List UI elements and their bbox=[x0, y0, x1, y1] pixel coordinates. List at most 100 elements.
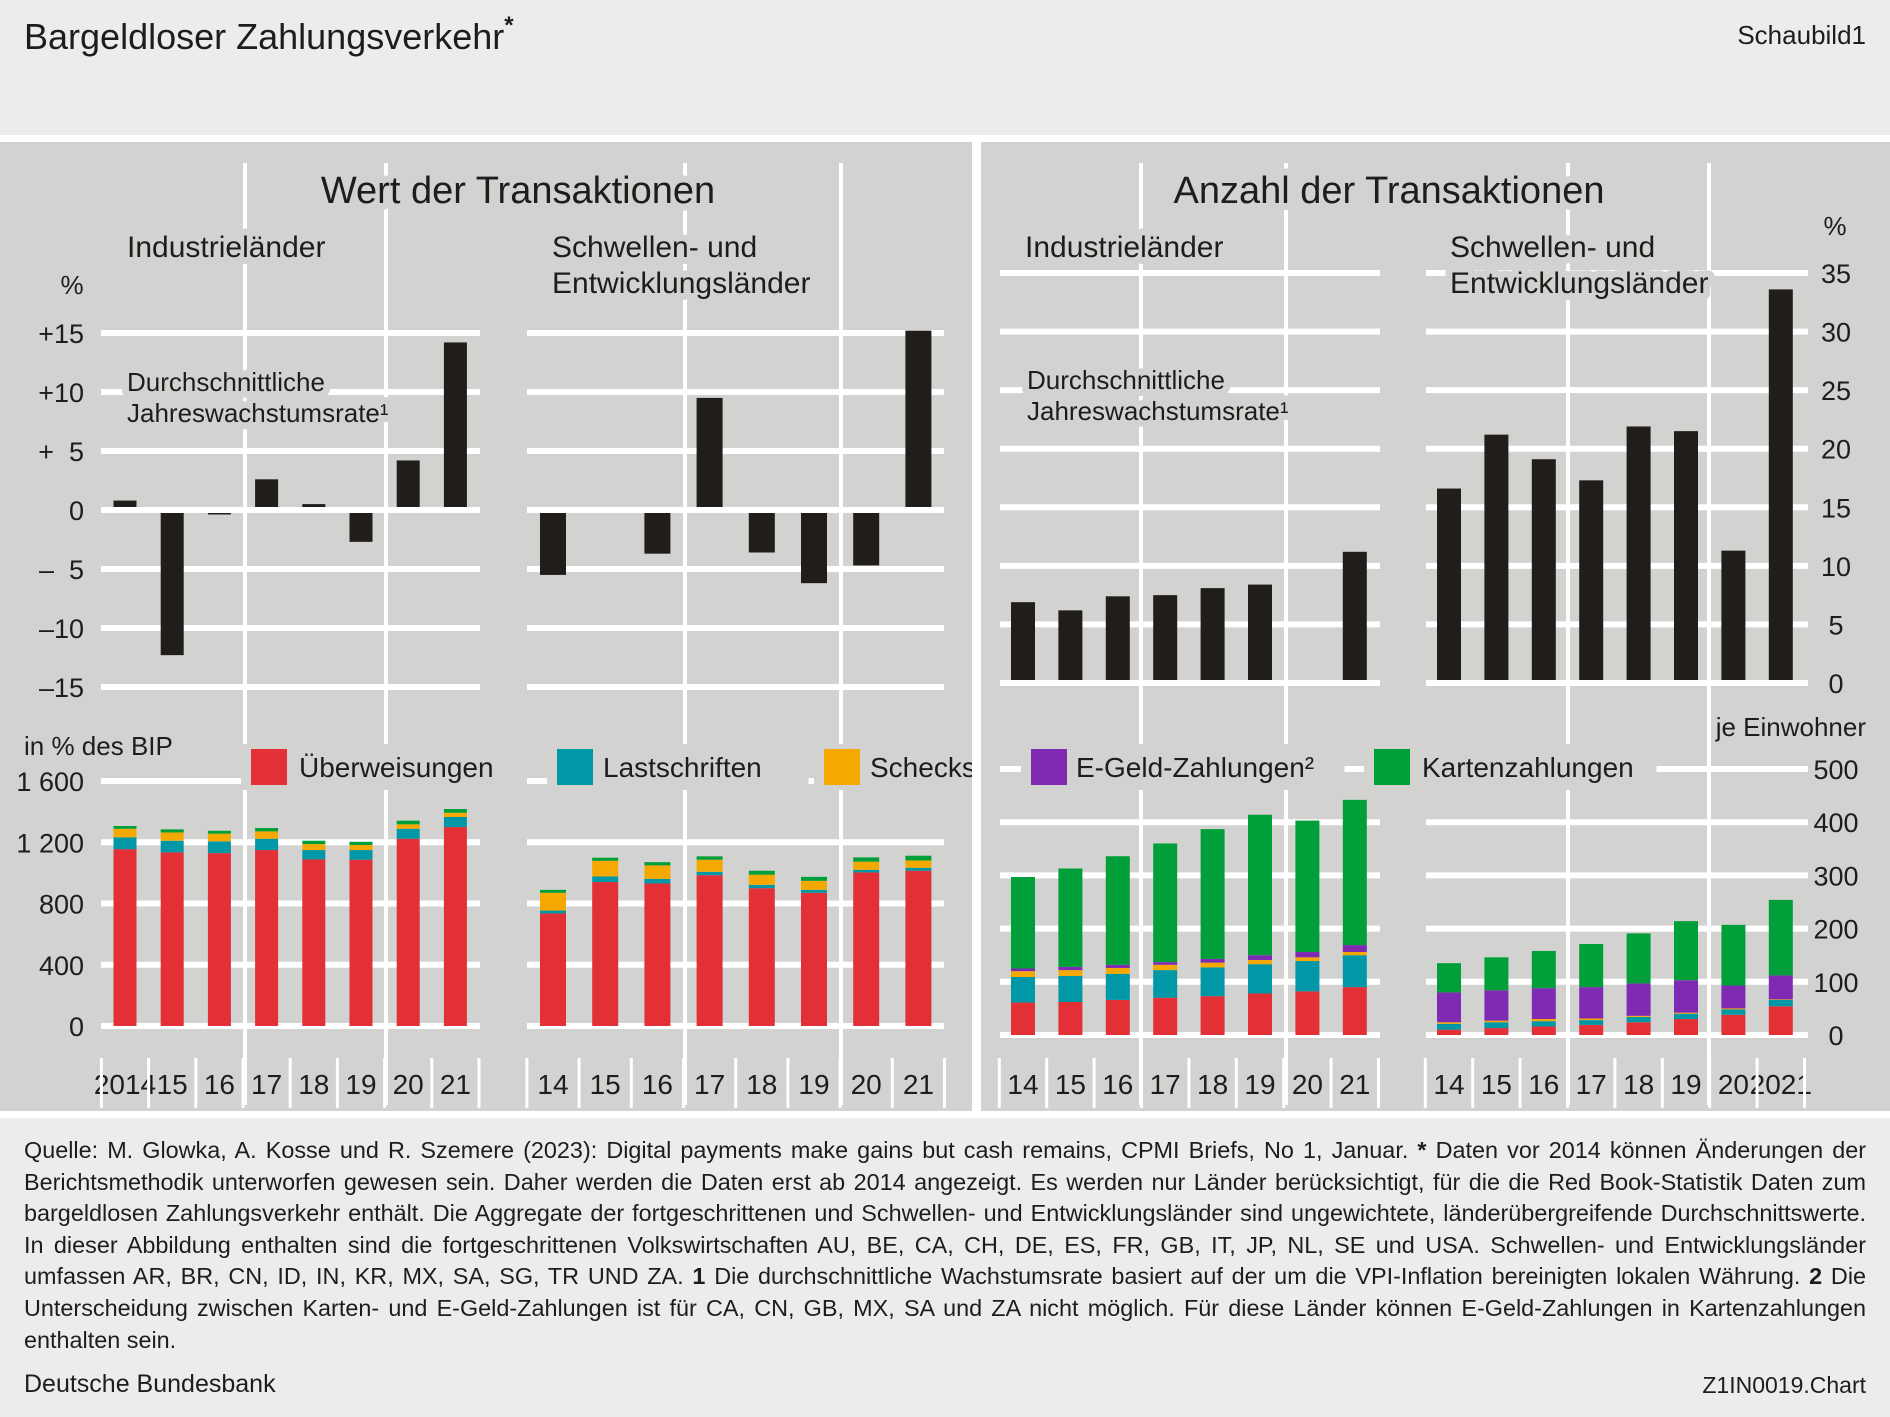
y-tick-label: 25 bbox=[1821, 376, 1851, 406]
bar-segment-lastschriften bbox=[905, 867, 932, 871]
bar-segment-überweisungen bbox=[396, 838, 420, 1026]
y-tick-label: 1 600 bbox=[16, 767, 84, 797]
y-tick-label: +15 bbox=[38, 319, 84, 349]
growth-bar bbox=[207, 513, 231, 515]
bar-segment-überweisungen bbox=[853, 872, 880, 1026]
bar-segment-kartenzahlungen bbox=[255, 828, 279, 832]
y-tick-label: 10 bbox=[1821, 552, 1851, 582]
footnotes: Quelle: M. Glowka, A. Kosse und R. Szeme… bbox=[24, 1135, 1866, 1356]
x-tick-label: 17 bbox=[1150, 1069, 1181, 1100]
bar-segment-lastschriften bbox=[1200, 967, 1225, 997]
y-tick-label: 400 bbox=[39, 951, 84, 981]
note1-marker: 1 bbox=[692, 1263, 706, 1290]
bar-segment-lastschriften bbox=[1531, 1021, 1556, 1027]
bar-segment-schecks bbox=[853, 861, 880, 870]
count-section-title: Anzahl der Transaktionen bbox=[1174, 170, 1605, 212]
bar-segment-überweisungen bbox=[1200, 996, 1225, 1035]
bar-segment-lastschriften bbox=[207, 841, 231, 854]
bar-segment-überweisungen bbox=[540, 913, 566, 1026]
growth-bar bbox=[1626, 426, 1651, 680]
chart-canvas: Wert der Transaktionen Anzahl der Transa… bbox=[0, 142, 1890, 1111]
x-tick-label: 21 bbox=[1339, 1069, 1370, 1100]
bar-segment-egeldzahlungen bbox=[1200, 958, 1225, 963]
legend-swatch bbox=[1374, 749, 1410, 785]
growth-bar bbox=[1105, 596, 1130, 680]
bar-segment-kartenzahlungen bbox=[1531, 950, 1556, 989]
note2-marker: 2 bbox=[1809, 1263, 1823, 1290]
chart-labels: Wert der Transaktionen Anzahl der Transa… bbox=[24, 163, 1867, 761]
bar-segment-kartenzahlungen bbox=[1626, 933, 1651, 984]
bar-segment-kartenzahlungen bbox=[1105, 856, 1130, 965]
bar-segment-lastschriften bbox=[801, 889, 827, 893]
x-tick-label: 21 bbox=[440, 1069, 471, 1100]
y-tick-label: 400 bbox=[1813, 808, 1858, 838]
x-tick-label: 21 bbox=[903, 1069, 934, 1100]
value-top-unit: % bbox=[60, 270, 83, 300]
growth-bar bbox=[1579, 480, 1604, 680]
y-tick-label: 800 bbox=[39, 890, 84, 920]
x-tick-label: 18 bbox=[1197, 1069, 1228, 1100]
growth-bar bbox=[696, 397, 723, 507]
count-bottom-unit: je Einwohner bbox=[1715, 712, 1867, 742]
page-title: Bargeldloser Zahlungsverkehr* bbox=[24, 12, 514, 58]
value-annotation-line1: Durchschnittliche bbox=[127, 367, 325, 397]
bar-segment-schecks bbox=[1484, 1020, 1509, 1023]
bar-segment-lastschriften bbox=[1579, 1020, 1604, 1025]
count-annotation-line1: Durchschnittliche bbox=[1027, 365, 1225, 395]
x-tick-label: 19 bbox=[345, 1069, 376, 1100]
bar-segment-lastschriften bbox=[644, 878, 671, 884]
bar-segment-kartenzahlungen bbox=[1484, 957, 1509, 991]
growth-bar bbox=[396, 460, 420, 507]
bar-segment-lastschriften bbox=[592, 876, 619, 883]
x-tick-label: 2014 bbox=[94, 1069, 156, 1100]
y-tick-label: 0 bbox=[1828, 669, 1843, 699]
note-star: Daten vor 2014 können Änderungen der Ber… bbox=[24, 1137, 1867, 1290]
title-text: Bargeldloser Zahlungsverkehr bbox=[24, 16, 505, 57]
x-tick-label: 16 bbox=[1528, 1069, 1559, 1100]
bar-segment-lastschriften bbox=[696, 871, 723, 876]
x-tick-label: 19 bbox=[798, 1069, 829, 1100]
bar-segment-schecks bbox=[644, 865, 671, 879]
y-tick-label: 500 bbox=[1813, 755, 1858, 785]
bar-segment-kartenzahlungen bbox=[302, 840, 326, 845]
bar-segment-kartenzahlungen bbox=[592, 857, 619, 861]
x-tick-label: 16 bbox=[204, 1069, 235, 1100]
bar-segment-lastschriften bbox=[1248, 964, 1272, 994]
bar-segment-schecks bbox=[1531, 1019, 1556, 1022]
bar-segment-egeldzahlungen bbox=[1531, 988, 1556, 1020]
x-tick-label: 18 bbox=[298, 1069, 329, 1100]
bar-segment-egeldzahlungen bbox=[1484, 990, 1509, 1021]
title-footnote-mark: * bbox=[504, 12, 514, 39]
x-tick-label: 18 bbox=[746, 1069, 777, 1100]
count-emerging-subtitle-line1: Schwellen- und bbox=[1450, 231, 1655, 264]
bar-segment-kartenzahlungen bbox=[349, 841, 373, 846]
growth-bar bbox=[1248, 584, 1272, 680]
bar-segment-kartenzahlungen bbox=[160, 829, 184, 833]
growth-bar bbox=[1768, 289, 1793, 680]
legend-label: Lastschriften bbox=[603, 752, 762, 783]
y-tick-label: 200 bbox=[1813, 915, 1858, 945]
vertical-gridlines bbox=[243, 163, 1711, 1105]
x-tick-label: 20 bbox=[1718, 1069, 1749, 1100]
bar-segment-überweisungen bbox=[1768, 1006, 1793, 1035]
x-tick-label: 16 bbox=[642, 1069, 673, 1100]
bar-segment-lastschriften bbox=[1011, 977, 1035, 1003]
bar-segment-kartenzahlungen bbox=[1153, 843, 1178, 963]
bar-segment-überweisungen bbox=[644, 883, 671, 1026]
growth-bar bbox=[1011, 602, 1035, 680]
x-tick-label: 14 bbox=[537, 1069, 568, 1100]
growth-bar bbox=[853, 513, 880, 566]
growth-bar bbox=[1200, 588, 1225, 680]
x-tick-label: 15 bbox=[1055, 1069, 1086, 1100]
x-tick-label: 2021 bbox=[1750, 1069, 1812, 1100]
growth-bar bbox=[1531, 459, 1556, 680]
legend-swatch bbox=[557, 749, 593, 785]
bar-segment-schecks bbox=[905, 860, 932, 868]
x-tick-label: 19 bbox=[1244, 1069, 1275, 1100]
growth-bar bbox=[443, 342, 467, 507]
growth-bar bbox=[748, 513, 775, 553]
growth-bar bbox=[302, 504, 326, 507]
bar-segment-überweisungen bbox=[1437, 1029, 1461, 1035]
y-tick-label: + 5 bbox=[38, 437, 84, 467]
bar-segment-überweisungen bbox=[113, 849, 137, 1026]
